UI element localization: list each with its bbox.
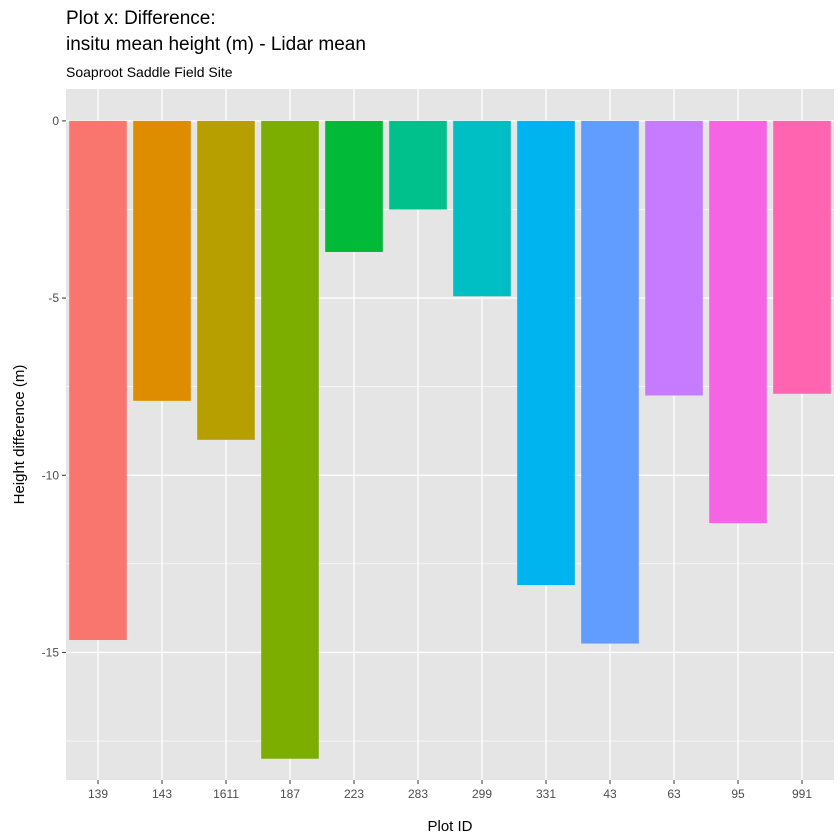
- bar-299: [453, 120, 511, 297]
- chart-title-line-1: Plot x: Difference:: [66, 8, 216, 29]
- plot-panel: [66, 89, 834, 780]
- x-axis: 139 143 1611 187 223 283 299 331 43 63 95 991: [88, 780, 812, 801]
- bar-95: [709, 120, 767, 524]
- y-axis-title: Height difference (m): [11, 365, 28, 505]
- bar-331: [517, 120, 575, 586]
- bar-187: [261, 120, 319, 759]
- x-axis-title: Plot ID: [427, 818, 472, 835]
- x-tick-label: 1611: [213, 787, 239, 801]
- y-axis: 0 -5 -10 -15: [42, 114, 66, 659]
- y-tick-label: -15: [42, 645, 60, 659]
- bar-143: [133, 120, 191, 401]
- bar-1611: [197, 120, 255, 440]
- bar-223: [325, 120, 383, 253]
- x-tick-label: 223: [344, 787, 364, 801]
- x-tick-label: 331: [536, 787, 556, 801]
- y-tick-label: -5: [48, 291, 59, 305]
- x-tick-label: 187: [280, 787, 300, 801]
- bar-283: [389, 120, 447, 210]
- x-tick-label: 63: [667, 787, 681, 801]
- x-tick-label: 991: [792, 787, 812, 801]
- x-tick-label: 283: [408, 787, 428, 801]
- bar-63: [645, 120, 703, 396]
- x-tick-label: 43: [603, 787, 617, 801]
- chart-title-line-2: insitu mean height (m) - Lidar mean: [66, 34, 366, 55]
- bar-43: [581, 120, 639, 644]
- bar-991: [773, 120, 831, 394]
- y-tick-label: -10: [42, 468, 60, 482]
- chart-subtitle: Soaproot Saddle Field Site: [66, 64, 233, 80]
- x-tick-label: 299: [472, 787, 492, 801]
- bar-139: [69, 120, 127, 641]
- x-tick-label: 95: [731, 787, 745, 801]
- bars: [69, 120, 831, 759]
- x-tick-label: 143: [152, 787, 172, 801]
- x-tick-label: 139: [88, 787, 108, 801]
- y-tick-label: 0: [52, 114, 59, 128]
